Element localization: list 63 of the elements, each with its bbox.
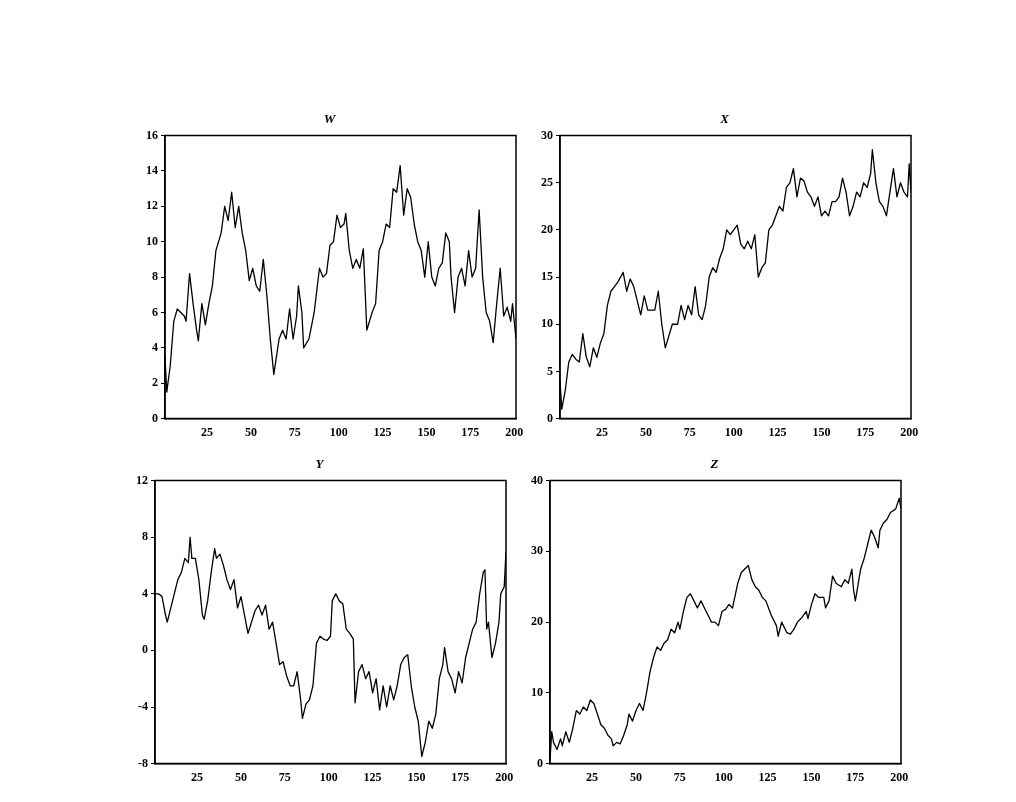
y-tick-label: 4 bbox=[152, 339, 158, 354]
x-tick-label: 200 bbox=[505, 424, 524, 439]
x-tick-label: 125 bbox=[373, 424, 392, 439]
x-tick-label: 125 bbox=[363, 769, 382, 784]
y-tick-label: 25 bbox=[541, 174, 553, 189]
x-tick-label: 25 bbox=[201, 424, 214, 439]
chart-title: Z bbox=[709, 456, 719, 472]
y-tick-label: 20 bbox=[541, 222, 553, 237]
y-tick-label: 4 bbox=[142, 585, 148, 600]
x-tick-label: 175 bbox=[856, 424, 875, 439]
y-tick-label: 16 bbox=[146, 127, 158, 142]
y-tick-label: 10 bbox=[531, 684, 543, 699]
x-tick-label: 100 bbox=[319, 769, 338, 784]
x-tick-label: 50 bbox=[234, 769, 247, 784]
y-tick-label: 0 bbox=[547, 410, 553, 425]
x-tick-label: 50 bbox=[629, 769, 642, 784]
y-tick-label: 20 bbox=[531, 614, 543, 629]
y-tick-label: 30 bbox=[541, 127, 553, 142]
chart-title: W bbox=[323, 111, 337, 127]
y-tick-label: 30 bbox=[531, 543, 543, 558]
y-tick-label: -8 bbox=[138, 755, 148, 770]
x-tick-label: 25 bbox=[596, 424, 609, 439]
x-tick-label: 75 bbox=[683, 424, 696, 439]
x-tick-label: 100 bbox=[329, 424, 348, 439]
x-tick-label: 150 bbox=[812, 424, 831, 439]
y-tick-label: 5 bbox=[547, 363, 553, 378]
x-tick-label: 125 bbox=[768, 424, 787, 439]
x-tick-label: 150 bbox=[802, 769, 821, 784]
y-tick-label: 14 bbox=[146, 163, 158, 178]
x-tick-label: 25 bbox=[191, 769, 204, 784]
x-tick-label: 200 bbox=[495, 769, 514, 784]
x-tick-label: 25 bbox=[586, 769, 599, 784]
x-tick-label: 150 bbox=[417, 424, 436, 439]
y-tick-label: 12 bbox=[136, 472, 148, 487]
x-tick-label: 175 bbox=[846, 769, 865, 784]
y-tick-label: 12 bbox=[146, 198, 158, 213]
y-tick-label: 10 bbox=[541, 316, 553, 331]
x-tick-label: 50 bbox=[244, 424, 257, 439]
y-tick-label: 8 bbox=[152, 269, 158, 284]
x-tick-label: 100 bbox=[714, 769, 733, 784]
x-tick-label: 200 bbox=[890, 769, 909, 784]
y-tick-label: -4 bbox=[138, 699, 148, 714]
y-tick-label: 0 bbox=[537, 755, 543, 770]
y-tick-label: 40 bbox=[531, 472, 543, 487]
x-tick-label: 75 bbox=[673, 769, 686, 784]
x-tick-label: 150 bbox=[407, 769, 426, 784]
x-tick-label: 100 bbox=[724, 424, 743, 439]
x-tick-label: 175 bbox=[461, 424, 480, 439]
y-tick-label: 0 bbox=[152, 410, 158, 425]
x-tick-label: 75 bbox=[278, 769, 291, 784]
y-tick-label: 2 bbox=[152, 375, 158, 390]
x-tick-label: 75 bbox=[288, 424, 301, 439]
x-tick-label: 200 bbox=[900, 424, 919, 439]
y-tick-label: 6 bbox=[152, 304, 158, 319]
chart-title: X bbox=[719, 111, 730, 127]
y-tick-label: 10 bbox=[146, 233, 158, 248]
y-tick-label: 15 bbox=[541, 269, 553, 284]
x-tick-label: 50 bbox=[639, 424, 652, 439]
chart-title: Y bbox=[315, 456, 325, 472]
y-tick-label: 8 bbox=[142, 529, 148, 544]
y-tick-label: 0 bbox=[142, 642, 148, 657]
x-tick-label: 175 bbox=[451, 769, 470, 784]
x-tick-label: 125 bbox=[758, 769, 777, 784]
